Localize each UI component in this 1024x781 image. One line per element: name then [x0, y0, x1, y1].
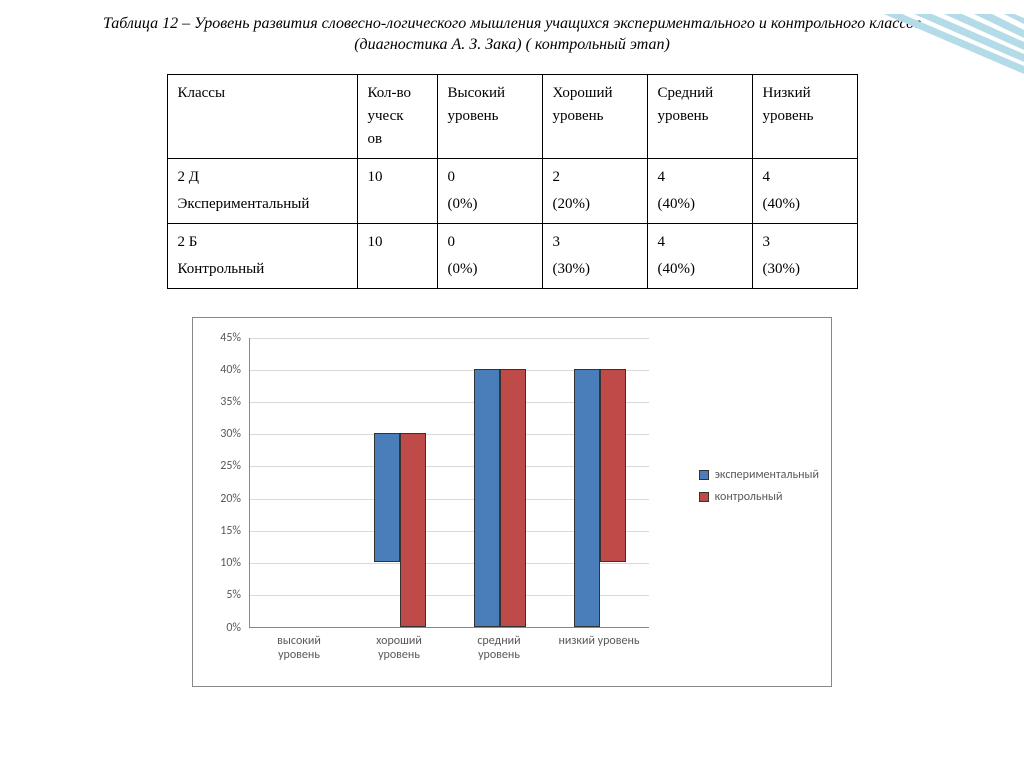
bar — [574, 369, 600, 627]
legend-label: экспериментальный — [715, 468, 819, 482]
chart-legend: экспериментальный контрольный — [699, 468, 819, 512]
y-axis-tick: 5% — [193, 588, 241, 602]
bar-group — [565, 369, 635, 627]
y-axis-tick: 0% — [193, 621, 241, 635]
legend-item: экспериментальный — [699, 468, 819, 482]
hdr-high: Высокий уровень — [437, 74, 542, 158]
bar-chart: 0% 5% 10% 15% 20% 25% 30% 35% 40% 45% эксперимент… — [192, 317, 832, 687]
hdr-count: Кол-во уческ ов — [357, 74, 437, 158]
bar — [474, 369, 500, 627]
y-axis-tick: 30% — [193, 427, 241, 441]
corner-decoration — [884, 14, 1024, 84]
gridline — [250, 338, 649, 339]
x-axis-label: низкий уровень — [554, 634, 644, 648]
plot-area — [249, 338, 649, 628]
results-table: Классы Кол-во уческ ов Высокий уровень Х… — [167, 74, 858, 289]
y-axis-tick: 45% — [193, 331, 241, 345]
x-axis-label: хорошийуровень — [354, 634, 444, 663]
y-axis-tick: 40% — [193, 363, 241, 377]
legend-label: контрольный — [715, 490, 783, 504]
legend-item: контрольный — [699, 490, 819, 504]
y-axis-tick: 15% — [193, 524, 241, 538]
x-axis-label: среднийуровень — [454, 634, 544, 663]
bar — [374, 433, 400, 562]
table-row: 2 ДЭкспериментальный 10 0(0%) 2(20%) 4(4… — [167, 158, 857, 223]
table-header-row: Классы Кол-во уческ ов Высокий уровень Х… — [167, 74, 857, 158]
legend-swatch — [699, 470, 709, 480]
bar-group — [365, 433, 435, 626]
hdr-mid: Средний уровень — [647, 74, 752, 158]
bar — [500, 369, 526, 627]
y-axis-tick: 35% — [193, 395, 241, 409]
hdr-class: Классы — [167, 74, 357, 158]
bar-group — [465, 369, 535, 627]
bar — [600, 369, 626, 562]
y-axis-tick: 10% — [193, 556, 241, 570]
legend-swatch — [699, 492, 709, 502]
hdr-good: Хороший уровень — [542, 74, 647, 158]
table-row: 2 БКонтрольный 10 0(0%) 3(30%) 4(40%) 3(… — [167, 223, 857, 288]
hdr-low: Низкий уровень — [752, 74, 857, 158]
y-axis-tick: 20% — [193, 492, 241, 506]
bar — [400, 433, 426, 626]
table-title: Таблица 12 – Уровень развития словесно-л… — [102, 14, 922, 56]
y-axis-tick: 25% — [193, 459, 241, 473]
x-axis-label: высокийуровень — [254, 634, 344, 663]
